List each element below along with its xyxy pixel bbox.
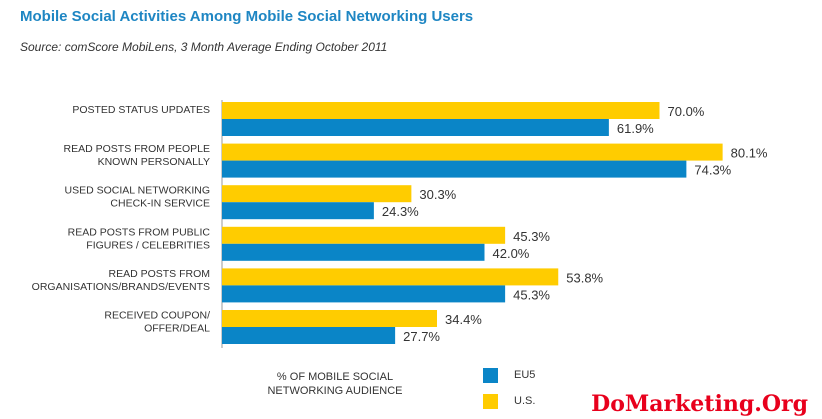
data-label-eu5: 45.3%	[513, 287, 550, 302]
legend-swatch-eu5	[483, 367, 498, 383]
legend-label-eu5: EU5	[514, 369, 536, 381]
bar-chart: POSTED STATUS UPDATES 70.0% 61.9% READ POST…	[32, 100, 768, 348]
category-label: ORGANISATIONS/BRANDS/EVENTS	[32, 281, 210, 293]
bar-eu5	[222, 119, 609, 136]
category-label: RECEIVED COUPON/	[104, 310, 210, 322]
bar-eu5	[222, 327, 396, 344]
legend-item-eu5: EU5	[483, 362, 535, 388]
x-axis-label: % OF MOBILE SOCIAL NETWORKING AUDIENCE	[267, 371, 403, 397]
data-label-us: 70.0%	[668, 104, 705, 119]
category-label: KNOWN PERSONALLY	[98, 156, 210, 168]
bar-us	[222, 226, 506, 244]
data-label-eu5: 61.9%	[617, 121, 654, 136]
bar-eu5	[222, 160, 687, 178]
bar-us	[222, 185, 412, 203]
data-label-us: 80.1%	[731, 146, 768, 161]
category-label: FIGURES / CELEBRITIES	[86, 239, 210, 251]
watermark-logo: DoMarketing.Org	[591, 391, 808, 417]
bar-us	[222, 310, 437, 327]
legend-label-us: U.S.	[514, 395, 536, 407]
bar-us	[222, 268, 559, 286]
chart-subtitle: Source: comScore MobiLens, 3 Month Avera…	[20, 40, 388, 54]
data-label-eu5: 42.0%	[493, 246, 530, 261]
category-label: READ POSTS FROM PEOPLE	[64, 143, 210, 155]
bar-us	[222, 102, 660, 119]
data-label-us: 53.8%	[566, 270, 603, 285]
data-label-us: 30.3%	[419, 187, 456, 202]
data-label-us: 45.3%	[513, 229, 550, 244]
bar-us	[222, 143, 723, 161]
category-label: OFFER/DEAL	[144, 323, 210, 335]
data-label-eu5: 74.3%	[694, 163, 731, 178]
bar-eu5	[222, 243, 485, 261]
category-label: READ POSTS FROM PUBLIC	[68, 226, 211, 238]
category-label: CHECK-IN SERVICE	[110, 198, 210, 210]
category-label: READ POSTS FROM	[108, 268, 210, 280]
legend: EU5 U.S.	[483, 362, 535, 414]
data-label-eu5: 24.3%	[382, 204, 419, 219]
chart-title: Mobile Social Activities Among Mobile So…	[20, 8, 474, 25]
legend-item-us: U.S.	[483, 388, 535, 414]
bar-eu5	[222, 202, 374, 220]
legend-swatch-us	[483, 393, 498, 409]
data-label-us: 34.4%	[445, 312, 482, 327]
data-label-eu5: 27.7%	[403, 329, 440, 344]
bar-eu5	[222, 285, 506, 303]
category-label: USED SOCIAL NETWORKING	[65, 185, 210, 197]
category-label: POSTED STATUS UPDATES	[72, 104, 210, 116]
